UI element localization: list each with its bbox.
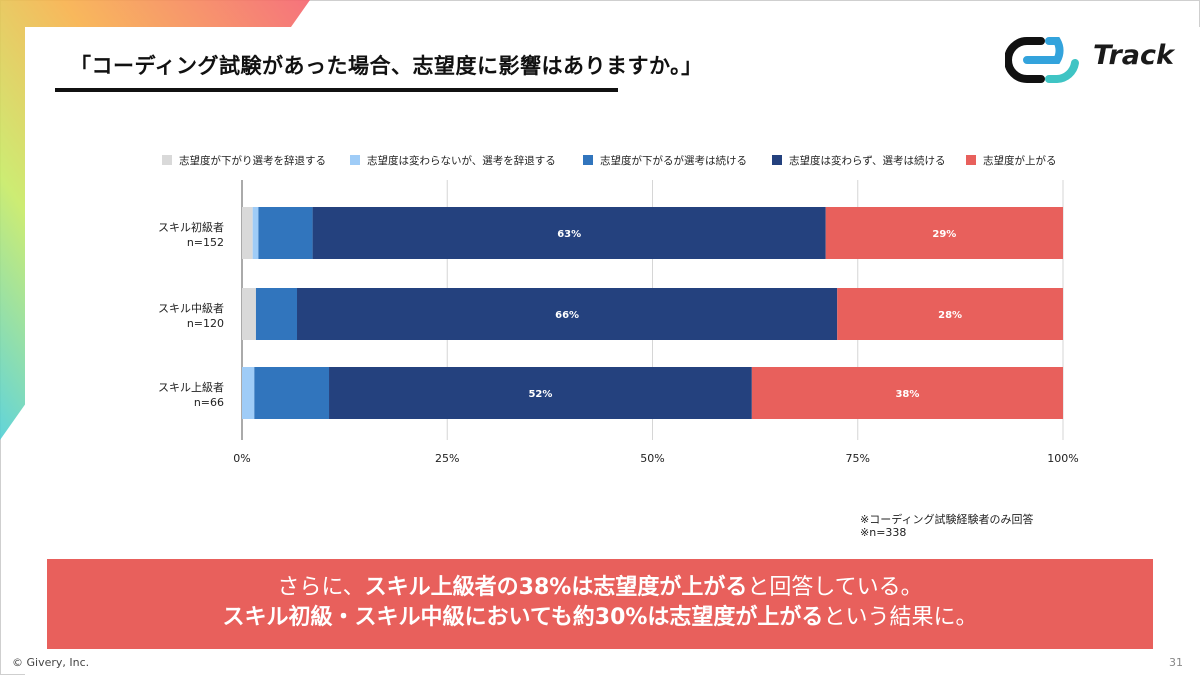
bar-2-4 xyxy=(751,367,1063,419)
data-label-0-3: 63% xyxy=(557,229,581,240)
footnote-sample-size: ※n=338 xyxy=(860,526,907,539)
bar-1-2 xyxy=(255,288,298,340)
data-label-2-3: 52% xyxy=(528,389,552,400)
x-tick-label-3: 75% xyxy=(846,452,870,465)
x-tick-label-1: 25% xyxy=(435,452,459,465)
category-note-2: n=66 xyxy=(194,396,224,409)
summary-banner: さらに、スキル上級者の38%は志望度が上がると回答している。 スキル初級・スキル… xyxy=(47,559,1153,649)
legend-swatch-0 xyxy=(162,155,172,165)
legend-label-0: 志望度が下がり選考を辞退する xyxy=(179,154,326,167)
bar-2-1 xyxy=(242,367,255,419)
bar-0-4 xyxy=(825,207,1063,259)
bar-1-4 xyxy=(837,288,1063,340)
legend-label-3: 志望度は変わらず、選考は続ける xyxy=(789,154,946,167)
data-label-1-3: 66% xyxy=(555,310,579,321)
category-note-0: n=152 xyxy=(187,236,224,249)
legend-swatch-3 xyxy=(772,155,782,165)
bar-0-2 xyxy=(258,207,313,259)
track-logo-icon xyxy=(1005,37,1079,83)
banner-line-1: さらに、スキル上級者の38%は志望度が上がると回答している。 xyxy=(47,573,1153,603)
banner-line-1-segment-1: スキル上級者の38%は志望度が上がる xyxy=(364,575,748,600)
bar-2-3 xyxy=(329,367,752,419)
data-label-2-4: 38% xyxy=(895,389,919,400)
bar-2-2 xyxy=(254,367,330,419)
banner-line-1-segment-2: と回答している。 xyxy=(747,575,923,600)
logo-text: Track xyxy=(1093,40,1174,71)
data-label-0-4: 29% xyxy=(932,229,956,240)
bar-1-0 xyxy=(242,288,256,340)
banner-line-1-segment-0: さらに、 xyxy=(277,575,365,600)
x-tick-label-4: 100% xyxy=(1047,452,1078,465)
legend-label-1: 志望度は変わらないが、選考を辞退する xyxy=(367,154,556,167)
bar-0-3 xyxy=(312,207,826,259)
title-underline xyxy=(55,88,618,92)
footnote-respondents: ※コーディング試験経験者のみ回答 xyxy=(860,513,1034,526)
bar-0-1 xyxy=(252,207,259,259)
copyright: © Givery, Inc. xyxy=(12,656,90,669)
legend-swatch-4 xyxy=(966,155,976,165)
category-label-2: スキル上級者 xyxy=(158,381,224,394)
legend-swatch-2 xyxy=(583,155,593,165)
stacked-bar-chart: 0% 25% 50% 75% 100% 志望度が下がり選考を辞退する 志望度は変わらないが、… xyxy=(158,154,1079,465)
category-label-0: スキル初級者 xyxy=(158,220,224,234)
category-note-1: n=120 xyxy=(187,317,224,330)
banner-line-2-segment-0: スキル初級・スキル中級においても約30%は志望度が上がる xyxy=(222,605,824,630)
legend-swatch-1 xyxy=(350,155,360,165)
banner-line-2-segment-1: という結果に。 xyxy=(823,605,978,630)
legend-label-2: 志望度が下がるが選考は続ける xyxy=(600,154,747,167)
banner-line-2: スキル初級・スキル中級においても約30%は志望度が上がるという結果に。 xyxy=(47,603,1153,633)
x-tick-label-0: 0% xyxy=(233,452,250,465)
bar-1-3 xyxy=(297,288,838,340)
category-label-1: スキル中級者 xyxy=(158,302,224,315)
data-label-1-4: 28% xyxy=(938,310,962,321)
page-title: 「コーディング試験があった場合、志望度に影響はありますか。」 xyxy=(70,54,703,78)
bar-0-0 xyxy=(242,207,253,259)
x-tick-label-2: 50% xyxy=(640,452,664,465)
legend-label-4: 志望度が上がる xyxy=(983,154,1057,167)
page-number: 31 xyxy=(1169,656,1183,669)
